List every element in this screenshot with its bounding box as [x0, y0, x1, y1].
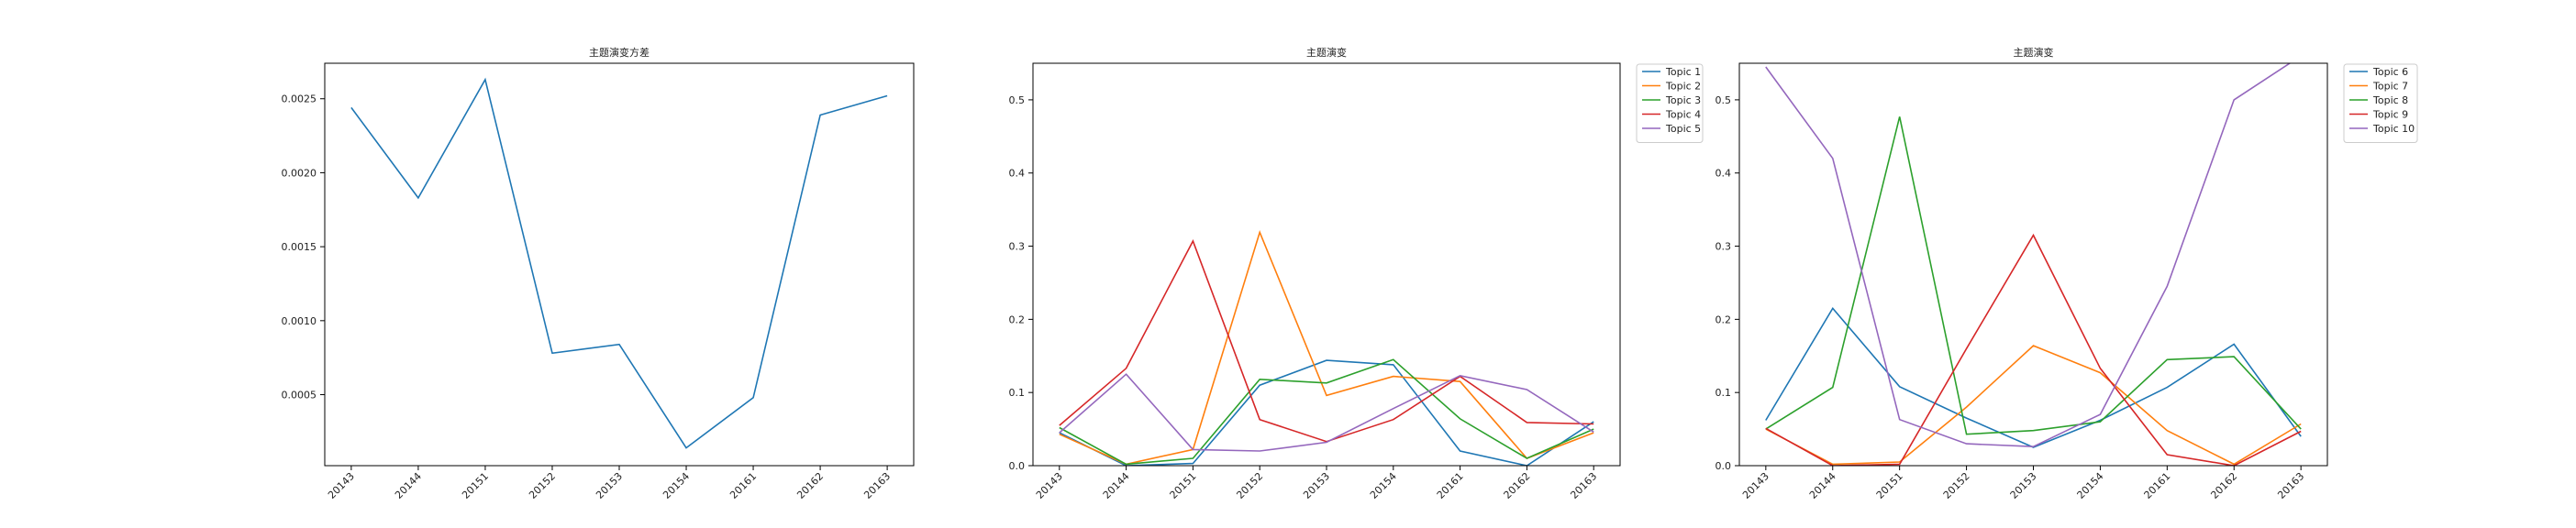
- x-tick-label: 20163: [2275, 470, 2306, 501]
- x-tick-label: 20153: [2008, 470, 2039, 501]
- x-tick-label: 20162: [1502, 470, 1533, 501]
- x-tick-label: 20152: [527, 470, 558, 501]
- series-line-topic-7: [1765, 345, 2302, 466]
- x-tick-label: 20144: [1807, 470, 1838, 501]
- legend-label: Topic 4: [1665, 109, 1701, 121]
- legend-box: [2343, 63, 2418, 143]
- y-tick-label: 0.0015: [282, 241, 317, 253]
- x-tick-label: 20143: [1740, 470, 1771, 501]
- y-tick-label: 0.0010: [282, 315, 317, 327]
- series-line-topic-5: [1059, 373, 1594, 452]
- plot-frame: [1738, 62, 2328, 467]
- series-line-topic-6: [1765, 307, 2302, 448]
- x-tick-label: 20153: [594, 470, 625, 501]
- y-tick-label: 0.2: [1715, 314, 1732, 325]
- x-tick-label: 20161: [727, 470, 759, 501]
- chart-title: 主题演变: [2014, 46, 2054, 59]
- y-tick-label: 0.4: [1009, 168, 1026, 180]
- legend-label: Topic 5: [1665, 123, 1701, 135]
- legend-label: Topic 7: [2372, 81, 2408, 93]
- chart-title: 主题演变: [1306, 46, 1347, 59]
- y-tick-label: 0.4: [1715, 168, 1732, 180]
- y-tick-label: 0.5: [1715, 94, 1732, 106]
- x-tick-label: 20151: [460, 470, 491, 501]
- series-line-topic-10: [1765, 63, 2292, 448]
- legend-label: Topic 6: [2372, 66, 2408, 78]
- x-tick-label: 20162: [794, 470, 826, 501]
- legend-label: Topic 1: [1665, 66, 1701, 78]
- chart-panel-3: 主题演变 0.0 0.1 0.2 0.3 0.4 0.5 20143 20144 20151 201…: [1715, 46, 2418, 501]
- legend-box: [1636, 63, 1704, 143]
- x-tick-label: 20161: [1435, 470, 1466, 501]
- legend-label: Topic 8: [2372, 94, 2408, 106]
- series-line-topic-1: [1059, 359, 1594, 466]
- plot-frame: [1032, 62, 1621, 467]
- y-tick-label: 0.0005: [282, 390, 317, 402]
- x-tick-label: 20154: [2075, 470, 2106, 501]
- y-tick-label: 0.0: [1009, 460, 1026, 472]
- x-tick-label: 20143: [1034, 470, 1065, 501]
- x-tick-label: 20163: [1568, 470, 1599, 501]
- series-line-topic-2: [1059, 230, 1594, 466]
- y-tick-label: 0.1: [1715, 387, 1732, 399]
- series-line-topic-8: [1765, 116, 2302, 435]
- x-tick-label: 20161: [2142, 470, 2173, 501]
- chart-panel-1: 主题演变方差 0.0005 0.0010 0.0015 0.0020 0.0025 2014…: [282, 46, 915, 501]
- series-line-topic-9: [1765, 233, 2302, 466]
- series-line-topic-4: [1059, 239, 1594, 443]
- x-tick-label: 20152: [1234, 470, 1265, 501]
- x-tick-label: 20153: [1301, 470, 1332, 501]
- x-tick-label: 20154: [661, 470, 692, 501]
- x-tick-label: 20143: [326, 470, 357, 501]
- legend-label: Topic 3: [1665, 94, 1701, 106]
- legend-label: Topic 10: [2372, 123, 2415, 135]
- x-tick-label: 20154: [1368, 470, 1399, 501]
- y-tick-label: 0.0: [1715, 460, 1732, 472]
- x-tick-label: 20151: [1874, 470, 1905, 501]
- x-tick-label: 20163: [861, 470, 893, 501]
- x-tick-label: 20151: [1168, 470, 1199, 501]
- x-tick-label: 20144: [1101, 470, 1132, 501]
- series-line-1: [350, 77, 888, 449]
- x-tick-label: 20162: [2208, 470, 2239, 501]
- y-tick-label: 0.1: [1009, 387, 1026, 399]
- legend-label: Topic 9: [2372, 109, 2408, 121]
- plot-frame: [324, 62, 915, 467]
- y-tick-label: 0.0020: [282, 167, 317, 179]
- legend-label: Topic 2: [1665, 81, 1701, 93]
- y-tick-label: 0.0025: [282, 94, 317, 105]
- y-tick-label: 0.5: [1009, 94, 1026, 106]
- x-tick-label: 20144: [393, 470, 424, 501]
- y-tick-label: 0.3: [1009, 241, 1026, 253]
- chart-panel-2: 主题演变 0.0 0.1 0.2 0.3 0.4 0.5 20143 20144 20151 201…: [1009, 46, 1704, 501]
- x-tick-label: 20152: [1941, 470, 1972, 501]
- y-tick-label: 0.3: [1715, 241, 1732, 253]
- chart-title: 主题演变方差: [589, 46, 650, 59]
- y-tick-label: 0.2: [1009, 314, 1026, 325]
- series-line-topic-3: [1059, 358, 1594, 466]
